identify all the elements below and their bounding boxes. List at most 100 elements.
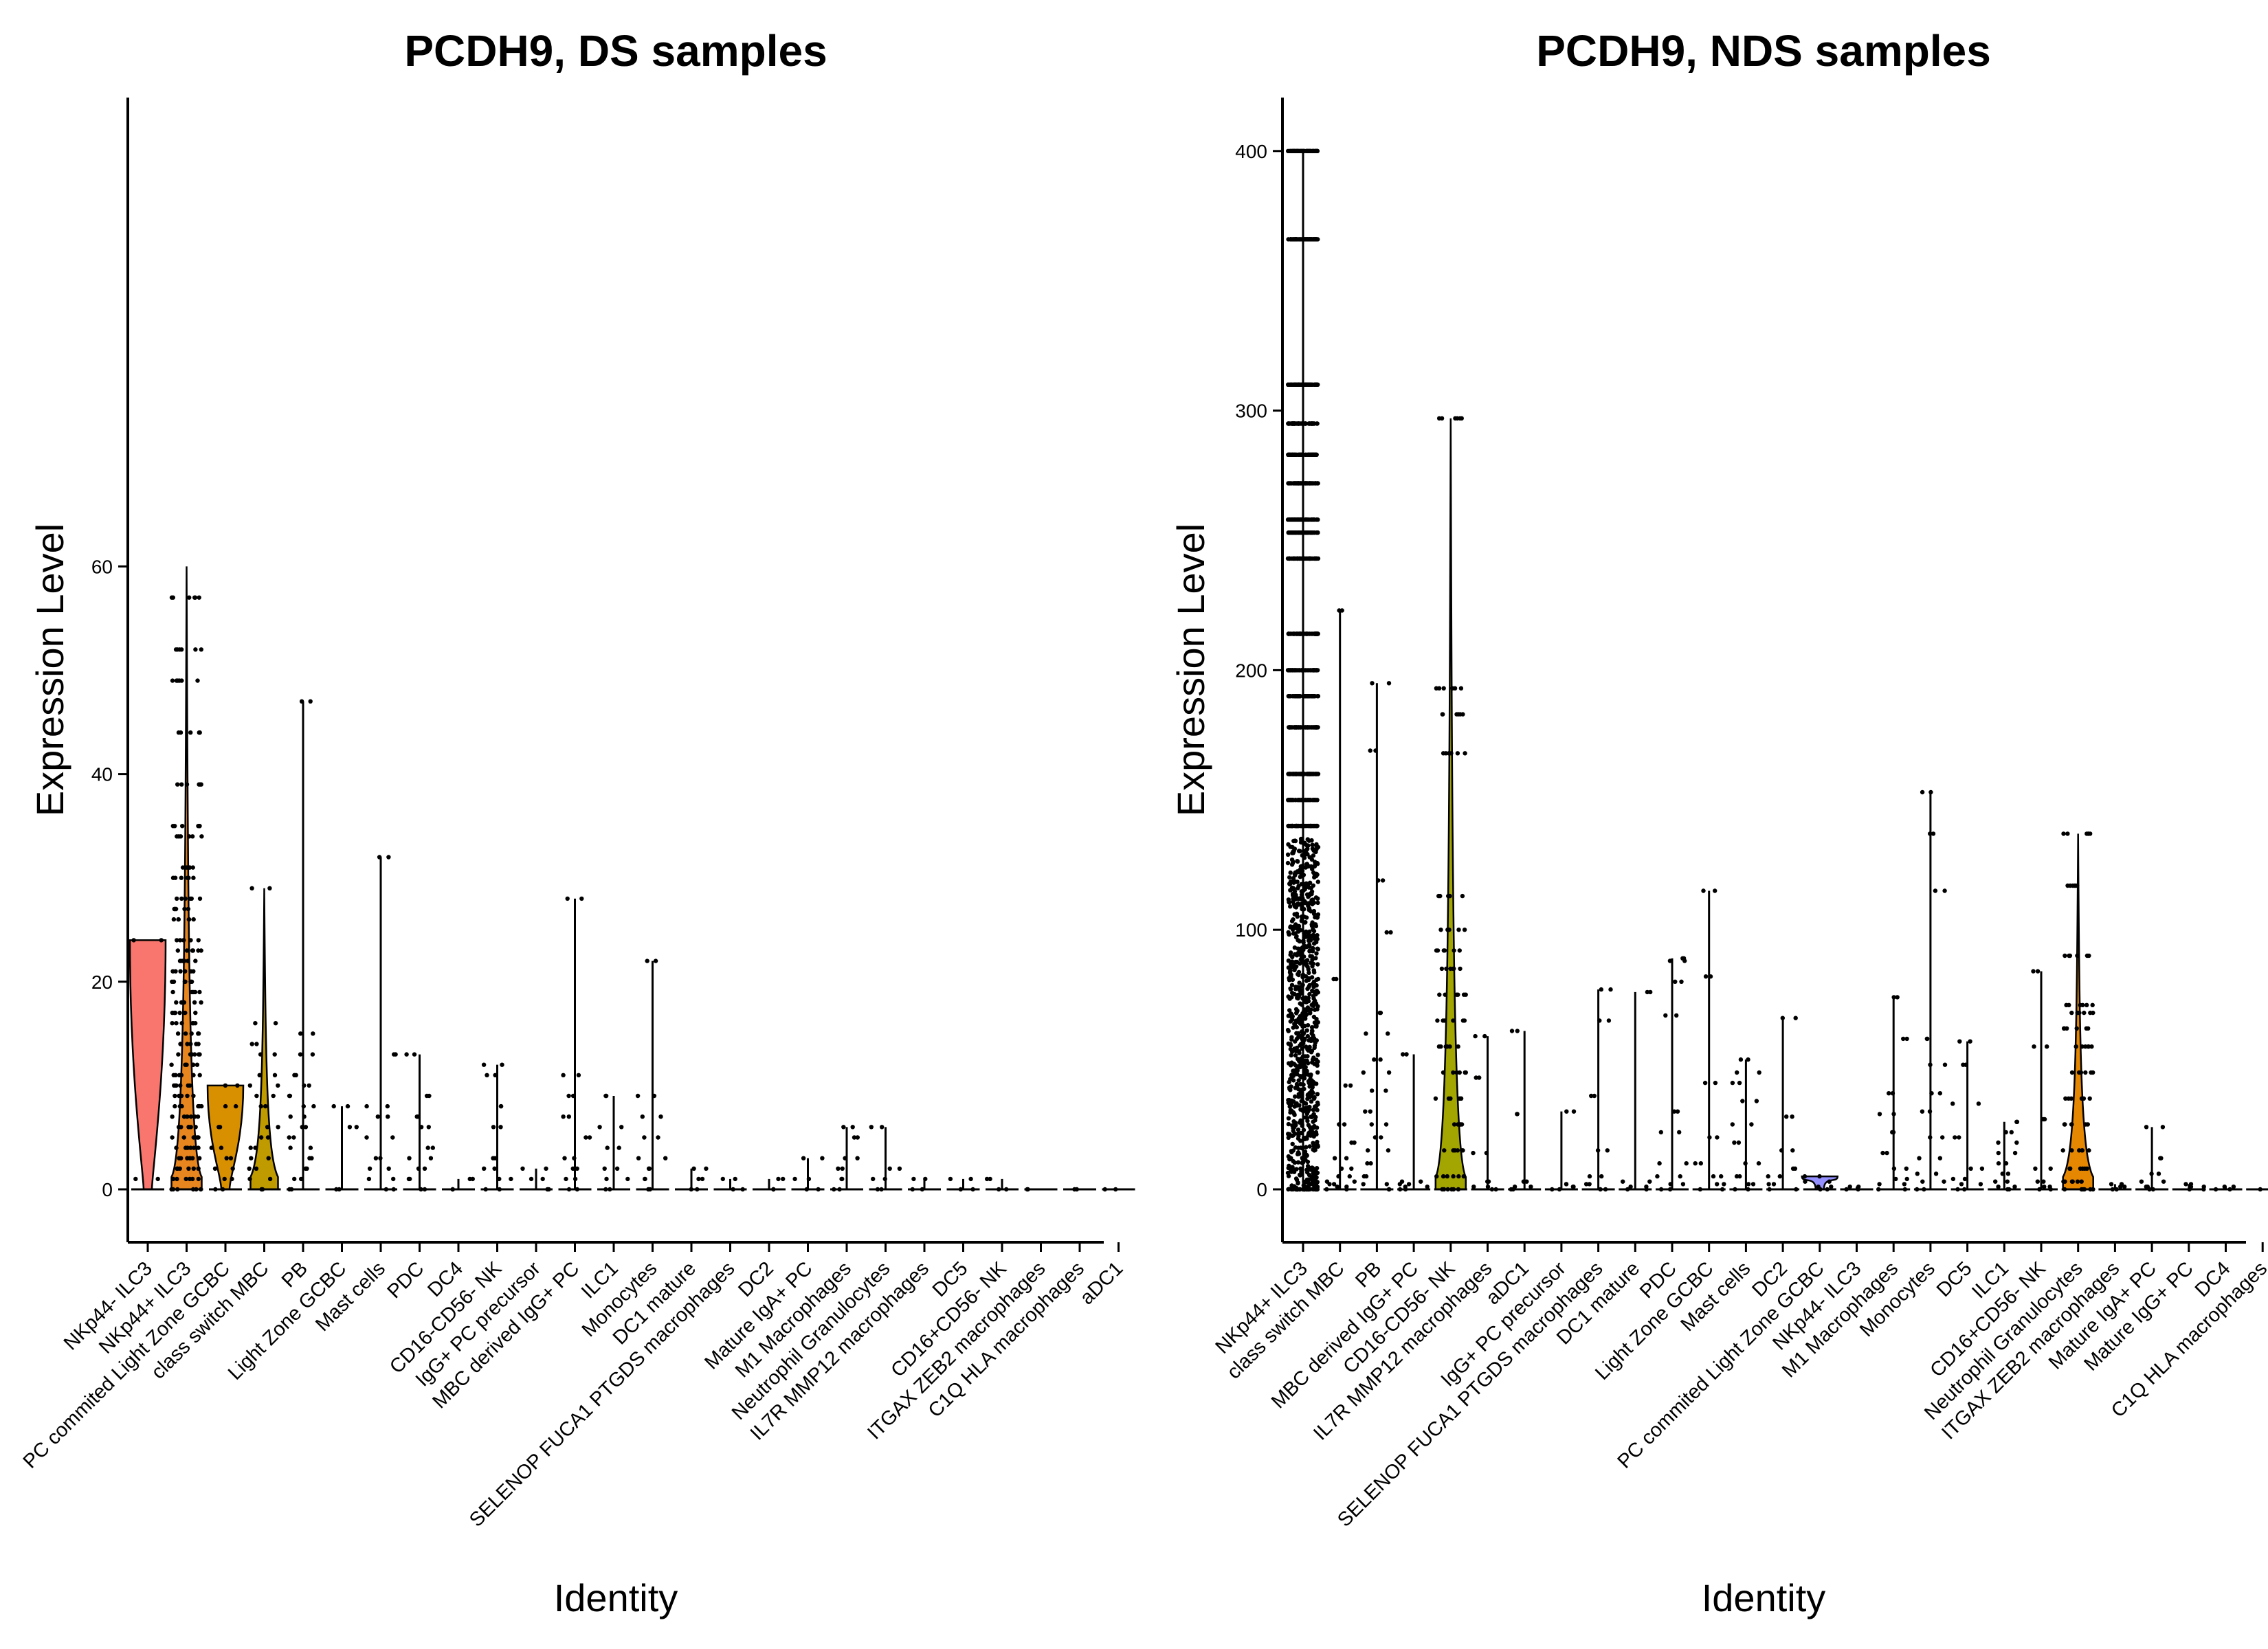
nds-point xyxy=(1927,1109,1933,1114)
nds-point xyxy=(1304,1145,1309,1149)
nds-point xyxy=(1388,930,1393,935)
ds-point xyxy=(416,1166,421,1171)
nds-violin-2: PB xyxy=(1351,681,1394,1292)
nds-point xyxy=(1314,668,1319,673)
ds-violin-6: Mast cells xyxy=(311,855,398,1336)
nds-point xyxy=(1296,1058,1302,1064)
ds-point xyxy=(450,1187,455,1192)
nds-point xyxy=(1310,1178,1315,1183)
nds-point xyxy=(1300,996,1305,1001)
ds-point xyxy=(422,1166,427,1171)
nds-point xyxy=(1287,932,1292,937)
nds-point xyxy=(1606,1018,1612,1023)
nds-point xyxy=(1309,1181,1314,1187)
nds-point xyxy=(1285,1027,1291,1033)
nds-point xyxy=(1287,382,1293,387)
nds-point xyxy=(1825,1187,1830,1192)
nds-point xyxy=(1293,530,1298,535)
ds-point xyxy=(155,1176,160,1182)
ds-point xyxy=(271,1093,276,1099)
ds-point xyxy=(614,1166,620,1171)
ds-point xyxy=(190,1052,194,1057)
ds-point xyxy=(855,1156,860,1160)
nds-point xyxy=(1303,1070,1308,1075)
nds-point xyxy=(1457,948,1462,953)
nds-point xyxy=(1291,1125,1296,1131)
nds-point xyxy=(1442,1018,1447,1023)
ds-point xyxy=(184,1145,188,1150)
nds-point xyxy=(1300,1123,1304,1128)
nds-point xyxy=(1299,1099,1304,1103)
nds-point xyxy=(1740,1099,1745,1103)
ds-point xyxy=(254,1093,259,1099)
ds-point xyxy=(276,1083,280,1088)
ds-point xyxy=(177,1010,182,1016)
ds-point xyxy=(997,1187,1001,1192)
nds-point xyxy=(1296,992,1300,998)
nds-point xyxy=(2139,1179,2144,1184)
nds-point xyxy=(1307,983,1312,988)
nds-point xyxy=(1315,694,1320,699)
ds-point xyxy=(608,1187,612,1192)
nds-point xyxy=(1928,1135,1933,1140)
nds-point xyxy=(1299,1091,1304,1096)
nds-point xyxy=(1737,1174,1742,1179)
ds-point xyxy=(491,1125,496,1130)
ds-point xyxy=(984,1176,990,1182)
nds-point xyxy=(1463,992,1468,997)
nds-point xyxy=(1312,864,1317,869)
nds-point xyxy=(1443,992,1447,997)
nds-point xyxy=(1445,1187,1450,1192)
ds-point xyxy=(404,1052,409,1057)
nds-point xyxy=(1383,1122,1389,1127)
ds-point xyxy=(176,1052,181,1057)
ds-point xyxy=(199,948,203,953)
ds-panel: PCDH9, DS samples Identity Expression Le… xyxy=(19,26,1135,1619)
nds-point xyxy=(1302,694,1307,699)
ds-point xyxy=(331,1103,336,1109)
nds-point xyxy=(1286,1135,1291,1141)
ds-point xyxy=(188,730,193,735)
nds-point xyxy=(1904,1036,1909,1042)
ds-point xyxy=(258,1052,263,1057)
nds-point xyxy=(1743,1161,1748,1166)
ds-point xyxy=(179,1021,184,1026)
ds-point xyxy=(422,1187,427,1192)
nds-point xyxy=(1493,1187,1498,1192)
nds-point xyxy=(1299,866,1304,872)
nds-point xyxy=(1448,966,1453,972)
ds-point xyxy=(300,1125,304,1130)
ds-point xyxy=(190,1156,195,1160)
nds-point xyxy=(1310,1082,1315,1087)
ds-violin-25: aDC1 xyxy=(1076,1187,1135,1309)
nds-point xyxy=(1293,905,1299,910)
ds-point xyxy=(910,1187,915,1192)
ds-point xyxy=(175,896,179,901)
nds-point xyxy=(1303,849,1308,853)
nds-point xyxy=(1302,959,1307,964)
nds-point xyxy=(1307,1104,1312,1110)
nds-point xyxy=(1446,893,1451,899)
nds-point xyxy=(1895,995,1900,1000)
nds-point xyxy=(1928,789,1933,795)
ds-point xyxy=(191,1093,196,1099)
nds-point xyxy=(1309,1002,1314,1007)
nds-point xyxy=(1296,237,1301,242)
ds-point xyxy=(197,989,202,995)
nds-point xyxy=(1303,934,1309,939)
nds-point xyxy=(1678,1174,1682,1179)
nds-point xyxy=(1300,1036,1304,1042)
nds-point xyxy=(1297,980,1302,985)
ds-y-tick-label: 60 xyxy=(91,556,113,577)
ds-point xyxy=(220,1187,225,1192)
nds-point xyxy=(1950,1101,1955,1106)
nds-point xyxy=(1313,956,1318,961)
nds-point xyxy=(1485,1185,1491,1189)
ds-point xyxy=(948,1176,953,1182)
nds-point xyxy=(1904,1166,1909,1171)
ds-point xyxy=(720,1176,726,1182)
nds-point xyxy=(2045,1044,2049,1049)
nds-point xyxy=(1291,1148,1296,1153)
nds-point xyxy=(1746,1182,1751,1187)
nds-point xyxy=(1368,1109,1373,1114)
